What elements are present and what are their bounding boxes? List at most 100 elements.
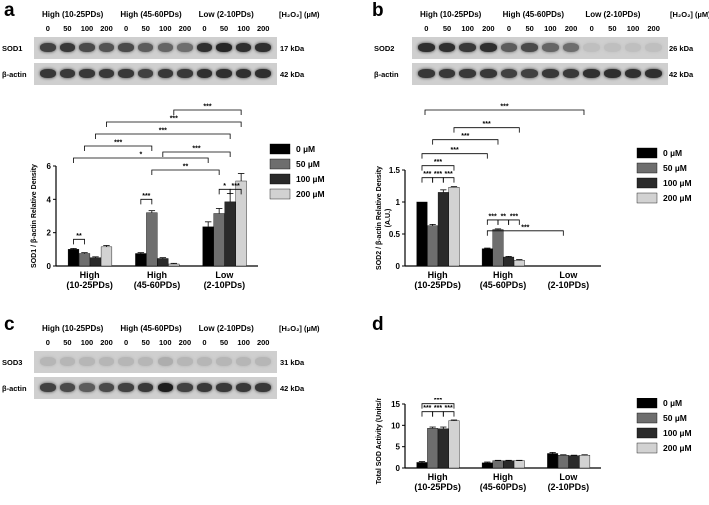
concentration-label: 100 bbox=[80, 24, 94, 33]
significance-bracket bbox=[173, 109, 242, 115]
group-header: High (45-60PDs) bbox=[502, 10, 565, 19]
blot-band bbox=[255, 383, 271, 392]
significance-bracket bbox=[432, 177, 444, 183]
blot-strip bbox=[412, 37, 668, 59]
blot-band bbox=[137, 357, 154, 366]
category-label: (45-60PDs) bbox=[480, 482, 527, 492]
concentration-label: 100 bbox=[159, 338, 172, 347]
legend-swatch bbox=[636, 412, 658, 424]
category-label: (2-10PDs) bbox=[204, 280, 246, 290]
significance-bracket bbox=[442, 411, 455, 417]
blot-label: SOD1 bbox=[2, 44, 23, 53]
kda-label: 42 kDa bbox=[280, 384, 305, 393]
blot-band bbox=[624, 43, 642, 52]
legend-swatch bbox=[269, 188, 291, 200]
blot-band bbox=[255, 43, 271, 52]
panel-letter-a: a bbox=[4, 0, 15, 21]
bar bbox=[427, 225, 439, 267]
bar bbox=[481, 462, 493, 469]
bar bbox=[448, 420, 460, 469]
legend-label: 0 µM bbox=[663, 398, 682, 408]
blot-band bbox=[59, 383, 76, 392]
significance-bracket bbox=[421, 153, 488, 159]
significance-label: *** bbox=[434, 405, 442, 412]
bar bbox=[416, 201, 428, 267]
bar bbox=[513, 260, 525, 267]
legend-swatch bbox=[636, 162, 658, 174]
legend-swatch bbox=[636, 147, 658, 159]
significance-bracket bbox=[421, 403, 455, 409]
bar bbox=[437, 428, 449, 469]
concentration-label: 200 bbox=[564, 24, 578, 33]
y-tick-label: 15 bbox=[391, 400, 400, 409]
blot-band bbox=[59, 357, 76, 366]
significance-label: *** bbox=[423, 405, 431, 412]
significance-bracket bbox=[432, 139, 499, 145]
significance-bracket bbox=[421, 177, 434, 183]
blot-band bbox=[137, 43, 154, 52]
blot-band bbox=[196, 69, 213, 78]
blot-band bbox=[118, 357, 134, 366]
blot-band bbox=[137, 69, 154, 78]
blot-band bbox=[604, 43, 621, 52]
blot-band bbox=[418, 69, 435, 78]
significance-bracket bbox=[151, 169, 220, 175]
significance-bracket bbox=[424, 109, 585, 115]
blot-band bbox=[459, 43, 476, 52]
bar bbox=[503, 256, 515, 267]
bar bbox=[135, 253, 147, 267]
category-label: (10-25PDs) bbox=[414, 482, 461, 492]
significance-label: *** bbox=[142, 193, 150, 200]
blot-band bbox=[196, 357, 213, 366]
significance-label: *** bbox=[203, 104, 211, 111]
concentration-label: 50 bbox=[63, 338, 72, 347]
blot-band bbox=[438, 69, 456, 78]
group-header: High (45-60PDs) bbox=[120, 324, 182, 333]
blot-band bbox=[480, 69, 497, 78]
significance-bracket bbox=[421, 165, 455, 171]
panel-letter-d: d bbox=[372, 314, 384, 335]
bar bbox=[503, 460, 515, 469]
blot-band bbox=[500, 69, 518, 78]
group-header: High (10-25PDs) bbox=[42, 324, 104, 333]
blot-band bbox=[583, 69, 600, 78]
bar bbox=[168, 263, 180, 267]
concentration-header: [H₂O₂] (µM) bbox=[670, 10, 709, 19]
blot-band bbox=[40, 357, 56, 366]
significance-label: *** bbox=[192, 146, 200, 153]
blot-band bbox=[79, 69, 95, 78]
blot-band bbox=[177, 43, 193, 52]
concentration-label: 0 bbox=[589, 24, 594, 33]
legend-label: 0 µM bbox=[663, 148, 682, 158]
concentration-label: 0 bbox=[45, 338, 50, 347]
blot-band bbox=[645, 43, 662, 52]
blot-band bbox=[157, 69, 174, 78]
category-label: (2-10PDs) bbox=[548, 280, 590, 290]
legend-label: 50 µM bbox=[663, 413, 687, 423]
blot-band bbox=[216, 383, 232, 392]
bar bbox=[437, 192, 449, 267]
blot-band bbox=[216, 357, 232, 366]
concentration-label: 0 bbox=[424, 24, 429, 33]
blot-band bbox=[79, 43, 95, 52]
kda-label: 42 kDa bbox=[669, 70, 694, 79]
legend-label: 100 µM bbox=[663, 178, 692, 188]
bar bbox=[78, 253, 91, 267]
blot-band bbox=[562, 69, 580, 78]
bar bbox=[202, 226, 214, 267]
blot-band bbox=[59, 69, 76, 78]
blot-band bbox=[157, 383, 174, 392]
group-header: Low (2-10PDs) bbox=[585, 10, 641, 19]
significance-label: ** bbox=[183, 164, 189, 171]
significance-label: *** bbox=[232, 183, 240, 190]
concentration-label: 200 bbox=[647, 24, 660, 33]
legend-swatch bbox=[636, 177, 658, 189]
concentration-header: [H₂O₂] (µM) bbox=[279, 324, 320, 333]
significance-bracket bbox=[73, 238, 85, 245]
significance-label: ** bbox=[76, 233, 82, 240]
blot-band bbox=[196, 43, 213, 52]
legend-swatch bbox=[269, 143, 291, 155]
category-label: High bbox=[493, 472, 513, 482]
